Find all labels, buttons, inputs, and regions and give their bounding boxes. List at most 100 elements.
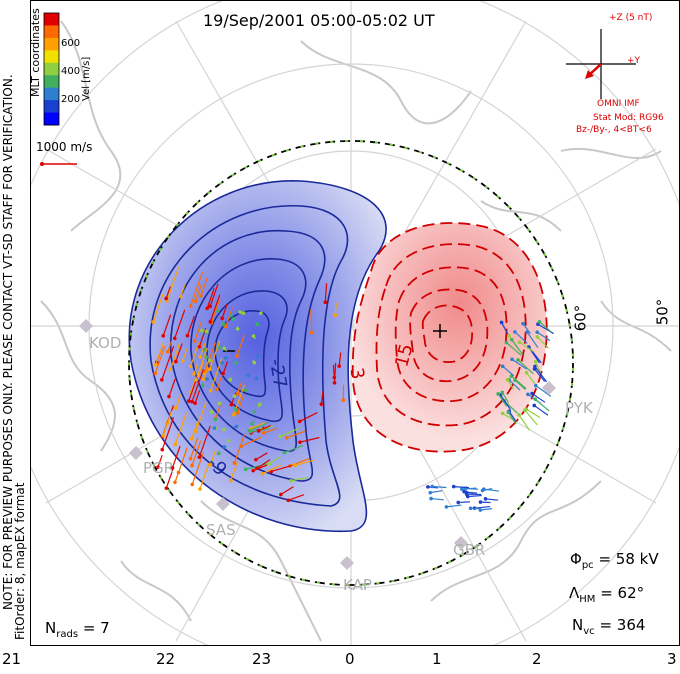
vector-line [209,448,217,466]
vector-line [238,310,241,313]
vector-line [467,494,482,498]
vector-line [480,508,493,511]
vector-line [191,440,202,466]
vector-line [291,476,309,482]
vector-line [501,322,509,335]
vector-line [222,361,229,374]
vector-origin [234,360,239,365]
colorbar-swatch [44,112,59,126]
imf-model: Stat Mod: RG96 [593,113,664,123]
vector-line [189,342,200,367]
mlt-tick-22: 22 [156,650,176,668]
colorbar-swatch [44,100,59,114]
vector-line [514,331,528,344]
vector-line [256,459,271,469]
vector-line [508,410,517,423]
vector-line [507,379,515,390]
vector-line [474,505,491,509]
colorbar-swatch [44,50,59,64]
ref-vector-label: 1000 m/s [36,140,93,154]
latitude-label-50: 50° [653,298,672,326]
vector-line [233,434,246,464]
imf-dial [566,29,636,99]
coord-label: MLT coordinates [30,8,42,97]
nrads-symbol: N [45,619,57,637]
vector-line [177,447,188,473]
vector-line [485,498,499,501]
vector-line [221,321,225,325]
vector-line [252,464,268,472]
phi-subscript: pc [581,560,594,571]
vector-line [497,393,507,407]
vector-line [212,427,215,430]
vector-line [526,408,541,419]
vector-line [214,419,216,422]
colorbar-swatch [44,75,59,89]
vector-origin [231,317,236,321]
vector-line [245,463,268,470]
station-markers [79,319,556,570]
vector-line [180,284,186,297]
vector-line [230,460,239,481]
vector-line [162,314,172,336]
vector-line [270,464,293,473]
mlt-tick-2: 2 [532,650,542,668]
latitude-label-60: 60° [571,304,590,332]
vector-line [263,427,277,434]
vector-line [453,485,470,489]
vector-line [225,307,233,327]
vector-line [199,343,206,358]
vector-origin [200,383,205,388]
mlt-tick-0: 0 [345,650,355,668]
vector-line [157,454,163,468]
vector-line [233,406,237,411]
vector-line [280,486,294,496]
vector-line [168,378,176,397]
vector-origin [235,327,240,331]
vector-line [524,409,538,426]
vector-line [221,304,228,319]
nrads-subscript: rads [56,629,79,640]
vector-line [505,342,522,356]
vector-line [235,424,239,428]
vector-line [174,412,187,445]
lambda-value: = 62° [600,584,645,602]
vector-line [200,277,208,297]
coastlines [40,20,672,642]
vector-line [511,339,524,356]
vector-line [299,412,318,422]
nvc-value: = 364 [599,616,646,634]
vector-line [502,412,518,423]
vector-line [501,392,509,403]
nrads-value: = 7 [82,619,110,637]
colorbar-tick-200: 200 [61,94,81,105]
vector-line [191,420,199,439]
vector-line [211,410,214,413]
vector-line [519,341,535,353]
vector-line [537,336,549,349]
mlt-tick-1: 1 [432,650,442,668]
vector-line [162,410,173,436]
vector-line [175,394,182,409]
vector-line [209,294,221,323]
vector-line [250,421,265,430]
dawn-cell [351,222,548,453]
vector-origin [228,377,233,382]
vector-line [165,286,171,299]
nvc-symbol: N [572,616,584,634]
colorbar-swatch [44,87,59,101]
vector-line [252,359,255,363]
stat-cross-polar-potential: Φpc = 58 kV [570,550,659,571]
vector-line [161,345,175,381]
vector-line [161,417,175,450]
vector-line [169,342,181,370]
vector-line [539,321,552,333]
vector-line [174,309,186,339]
vector-line [166,267,180,302]
vector-line [310,309,313,333]
vector-line [219,402,221,404]
vector-line [254,321,258,325]
imf-source: OMNI IMF [597,99,640,109]
vector-line [209,283,219,307]
vector-origin [254,376,259,381]
